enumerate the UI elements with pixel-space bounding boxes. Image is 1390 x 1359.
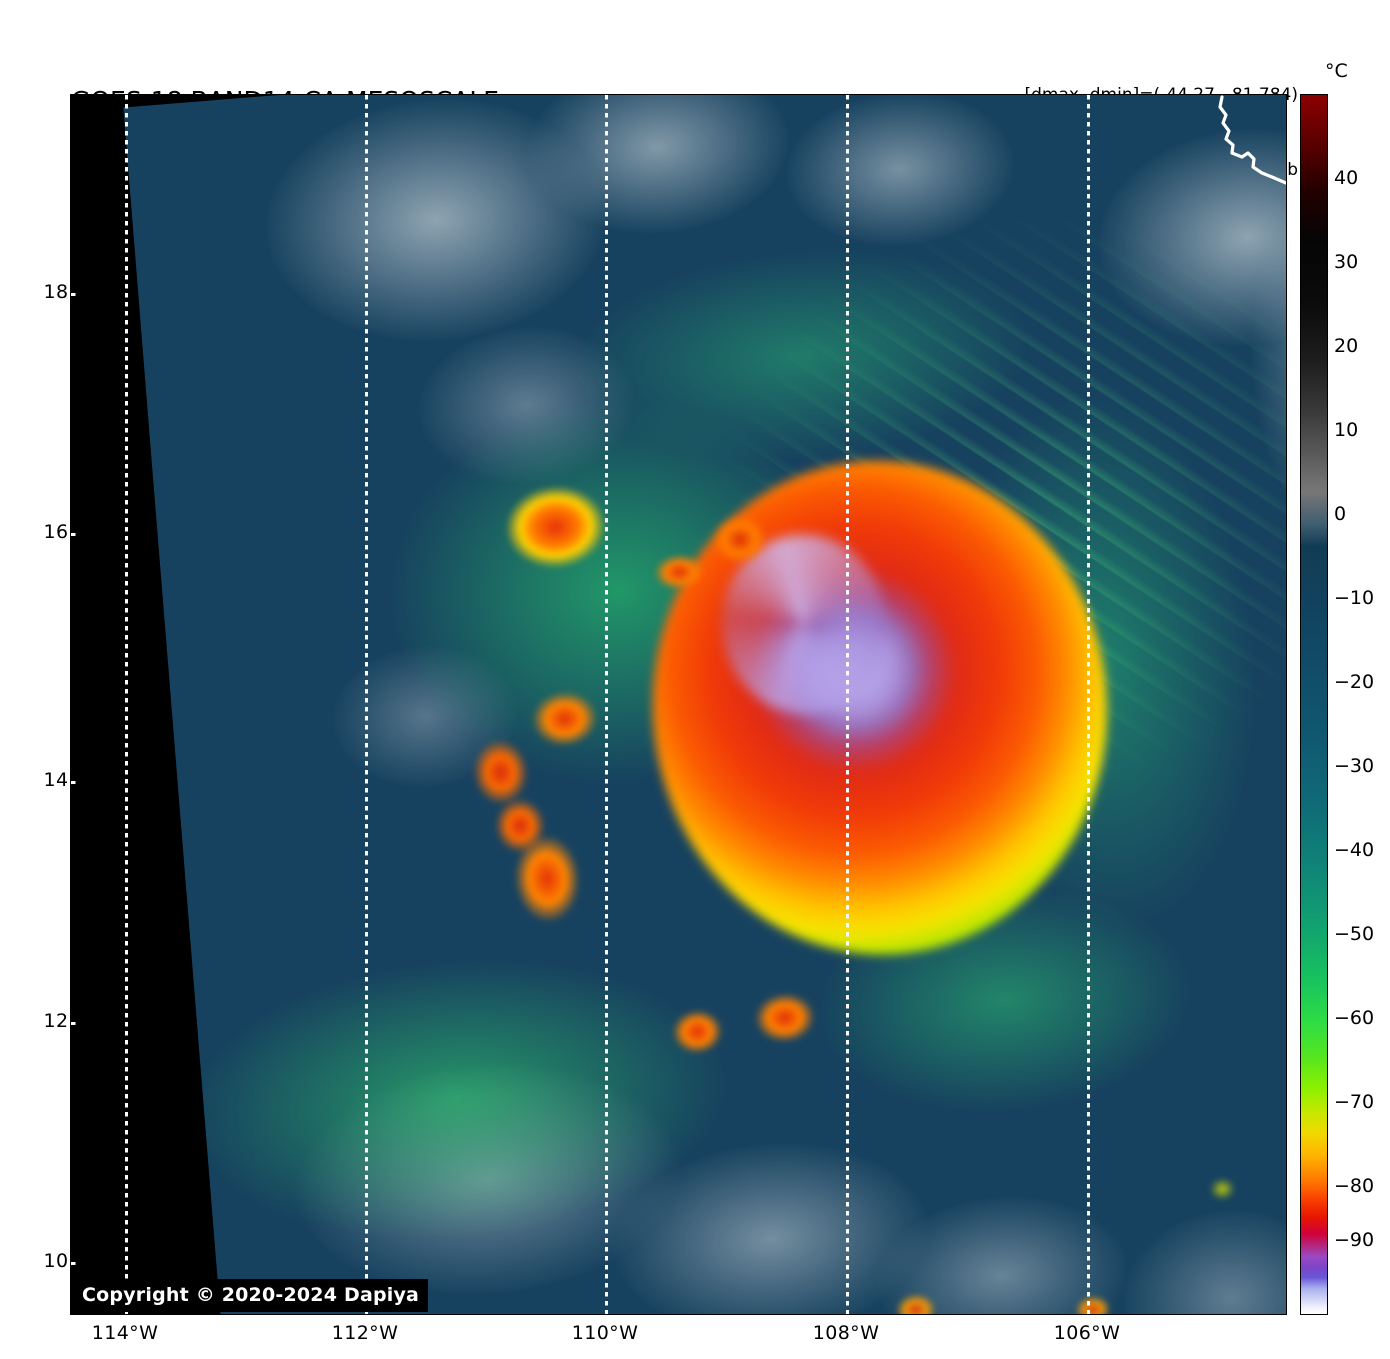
plot-inner: [71, 95, 1286, 1314]
satellite-image-plot[interactable]: Copyright © 2020-2024 Dapiya: [70, 94, 1287, 1315]
colorbar-tick-m40: −40: [1334, 839, 1375, 861]
xtick-label-114w: 114°W: [91, 1322, 159, 1344]
colorbar-tick-m50: −50: [1334, 923, 1375, 945]
colorbar-unit-label: °C: [1325, 60, 1348, 82]
gridline-lat-14n: [71, 781, 1286, 784]
xtick-label-106w: 106°W: [1053, 1322, 1121, 1344]
gridline-lat-10n: [71, 1262, 1286, 1265]
xtick-label-110w: 110°W: [571, 1322, 639, 1344]
colorbar-tick-30: 30: [1334, 251, 1359, 273]
swath-clip: [122, 95, 1286, 1314]
colorbar-tick-40: 40: [1334, 167, 1359, 189]
colorbar-tick-m10: −10: [1334, 587, 1375, 609]
xtick-label-112w: 112°W: [331, 1322, 399, 1344]
ytick-label-16n: 16°N: [43, 521, 93, 543]
colorbar-tick-m90: −90: [1334, 1229, 1375, 1251]
copyright-banner: Copyright © 2020-2024 Dapiya: [73, 1279, 429, 1312]
scattered-convection-layer: [122, 95, 1286, 1314]
ytick-label-14n: 14°N: [43, 769, 93, 791]
colorbar-tick-m20: −20: [1334, 671, 1375, 693]
colorbar-tick-m60: −60: [1334, 1007, 1375, 1029]
gridline-lon-106w: [1087, 95, 1090, 1314]
xtick-label-108w: 108°W: [812, 1322, 880, 1344]
colorbar-tick-m70: −70: [1334, 1091, 1375, 1113]
gridline-lon-114w: [125, 95, 128, 1314]
ytick-label-10n: 10°N: [43, 1250, 93, 1272]
temperature-colorbar[interactable]: [1300, 94, 1328, 1315]
gridline-lat-18n: [71, 293, 1286, 296]
colorbar-tick-m80: −80: [1334, 1175, 1375, 1197]
satellite-swath: [71, 95, 1286, 1314]
gridline-lon-108w: [846, 95, 849, 1314]
ytick-label-12n: 12°N: [43, 1010, 93, 1032]
colorbar-tick-20: 20: [1334, 335, 1359, 357]
colorbar-tick-m30: −30: [1334, 755, 1375, 777]
gridline-lon-112w: [365, 95, 368, 1314]
colorbar-tick-0: 0: [1334, 503, 1347, 525]
ytick-label-18n: 18°N: [43, 281, 93, 303]
colorbar-tick-10: 10: [1334, 419, 1359, 441]
gridline-lat-12n: [71, 1022, 1286, 1025]
gridline-lon-110w: [605, 95, 608, 1314]
coastline-overlay: [1218, 95, 1286, 185]
gridline-lat-16n: [71, 533, 1286, 536]
